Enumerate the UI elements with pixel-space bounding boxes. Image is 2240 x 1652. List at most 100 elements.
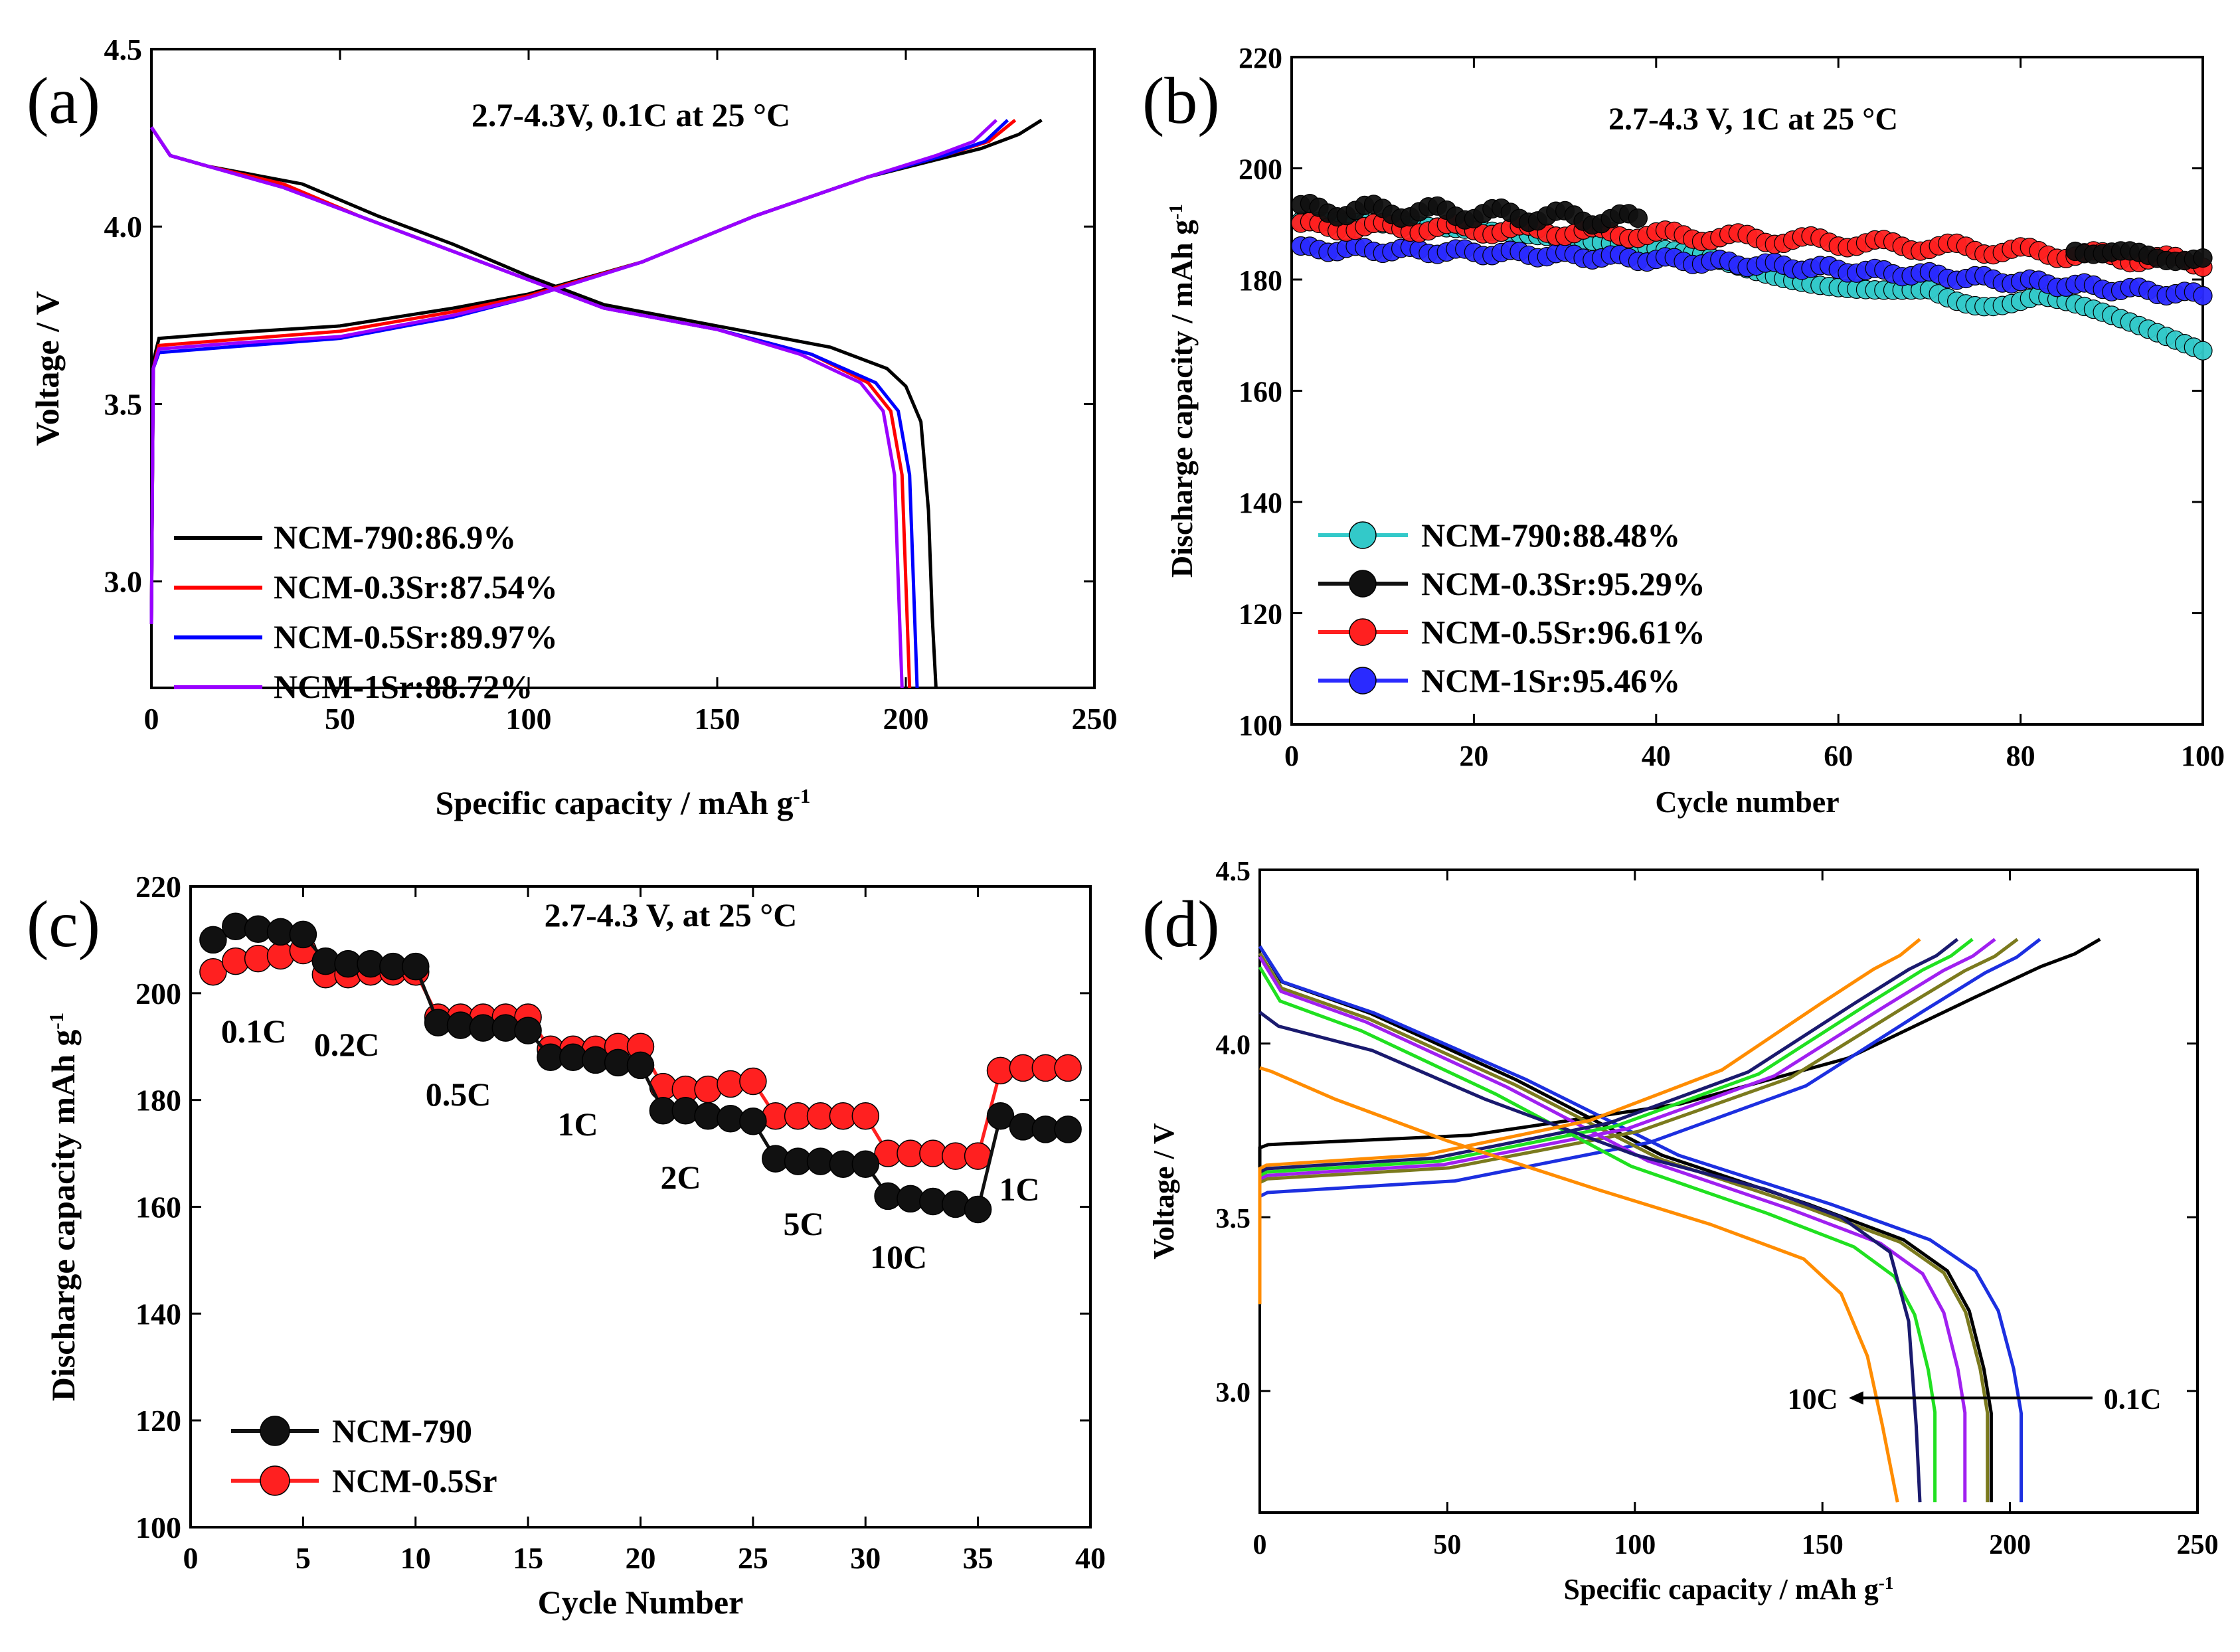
panel-b-y-axis-label: Discharge capacity / mAh g-1: [1165, 204, 1199, 578]
panel-a-x-tick-label: 100: [506, 702, 552, 736]
panel-c-y-axis-label-sup: -1: [44, 1013, 68, 1030]
panel-b-y-tick-label: 120: [1239, 598, 1282, 631]
panel-d-y-tick-label: 4.0: [1216, 1031, 1251, 1061]
panel-c-x-tick-label: 10: [400, 1541, 431, 1575]
panel-a-discharge-curve: [149, 126, 938, 689]
panel-c-data-point: [402, 952, 430, 981]
panel-c-data-point: [739, 1067, 767, 1096]
panel-d-x-tick-label: 50: [1433, 1530, 1461, 1560]
panel-c-data-point: [289, 920, 317, 949]
panel-d-annotation-0-1c: 0.1C: [2104, 1382, 2162, 1415]
panel-d-label: (d): [1142, 887, 1220, 961]
panel-c-y-tick-label: 120: [135, 1404, 181, 1438]
panel-b-legend-label: NCM-1Sr:95.46%: [1421, 662, 1680, 699]
panel-d-y-tick-label: 4.5: [1216, 857, 1251, 887]
panel-b: (b) 0 20 40 60 80 100 100 120 140 160 180 200 220 Cyc…: [1142, 42, 2225, 819]
panel-c-y-tick-label: 160: [135, 1191, 181, 1224]
panel-d-x-tick-label: 200: [1989, 1530, 2031, 1560]
panel-b-chart-title: 2.7-4.3 V, 1C at 25 °C: [1608, 102, 1898, 137]
panel-a-x-tick-label: 150: [695, 702, 740, 736]
panel-b-x-axis-label: Cycle number: [1655, 785, 1839, 819]
panel-d-x-tick-label: 0: [1253, 1530, 1267, 1560]
panel-c-data-point: [199, 926, 227, 954]
panel-b-data-point: [2193, 286, 2213, 306]
panel-c-data-point: [626, 1051, 655, 1080]
panel-b-legend-marker: [1349, 667, 1377, 695]
panel-d-x-axis-label: Specific capacity / mAh g-1: [1564, 1573, 1894, 1606]
panel-c-rate-label: 0.2C: [314, 1026, 380, 1063]
panel-c-data-point: [1054, 1115, 1082, 1143]
panel-a-legend-label: NCM-1Sr:88.72%: [274, 668, 533, 705]
panel-b-legend-label: NCM-0.3Sr:95.29%: [1421, 565, 1705, 602]
panel-d-charge-curve: [1258, 938, 1974, 1305]
panel-c-x-tick-label: 15: [513, 1541, 543, 1575]
panel-b-x-tick-label: 60: [1824, 740, 1853, 772]
panel-d-x-tick-label: 250: [2177, 1530, 2219, 1560]
panel-d-charge-curve: [1258, 938, 1921, 1305]
panel-c-rate-label: 5C: [783, 1205, 823, 1242]
panel-d-discharge-curve: [1259, 1066, 1899, 1503]
panel-b-legend-label: NCM-790:88.48%: [1421, 517, 1680, 554]
panel-d-charge-curve: [1258, 938, 2041, 1305]
panel-d-x-axis-label-sup: -1: [1879, 1573, 1894, 1593]
panel-c-legend-marker: [260, 1465, 290, 1496]
panel-d-charge-curve: [1258, 938, 1959, 1287]
panel-c-rate-label: 1C: [999, 1171, 1039, 1208]
panel-c-chart-title: 2.7-4.3 V, at 25 °C: [545, 896, 798, 934]
panel-a-legend-label: NCM-0.5Sr:89.97%: [274, 618, 558, 655]
panel-a-x-tick-label: 50: [325, 702, 355, 736]
panel-c-rate-label: 2C: [660, 1159, 701, 1196]
panel-c-data-point: [1054, 1054, 1082, 1082]
panel-d-arrow-head: [1848, 1391, 1863, 1405]
panel-c-y-tick-label: 100: [135, 1511, 181, 1544]
panel-c-data-point: [986, 1102, 1015, 1130]
panel-c-x-axis-label: Cycle Number: [538, 1584, 744, 1621]
panel-c-data-point: [964, 1195, 992, 1224]
panel-c-legend-label: NCM-790: [332, 1412, 472, 1449]
panel-b-label: (b): [1142, 64, 1220, 137]
panel-b-data-point: [1628, 208, 1648, 228]
panel-d-x-tick-label: 150: [1802, 1530, 1844, 1560]
panel-c-y-tick-label: 220: [135, 870, 181, 904]
panel-c-x-tick-label: 0: [183, 1541, 199, 1575]
panel-a-discharge-curve: [149, 126, 904, 689]
panel-a-legend-label: NCM-790:86.9%: [274, 519, 516, 556]
panel-c-rate-label: 1C: [557, 1106, 598, 1143]
panel-c-rate-label: 0.5C: [426, 1076, 491, 1113]
panel-c-data-point: [851, 1150, 880, 1178]
panel-c-x-tick-label: 25: [738, 1541, 768, 1575]
panel-b-y-tick-label: 220: [1239, 42, 1282, 74]
panel-d-plot-frame: [1258, 868, 2199, 1514]
panel-d: (d) 0 50 100 150 200 250 3.0 3.5 4.0 4.5 Specific …: [1142, 857, 2219, 1606]
panel-d-charge-curve: [1258, 938, 2101, 1305]
panel-a-y-tick-label: 4.0: [104, 210, 143, 244]
panel-a-plot-frame: [150, 48, 1096, 689]
panel-b-legend-label: NCM-0.5Sr:96.61%: [1421, 614, 1705, 651]
panel-c-x-tick-label: 30: [850, 1541, 881, 1575]
panel-c-data-point: [694, 1075, 722, 1104]
panel-d-charge-curve: [1258, 938, 1996, 1305]
panel-c-data-point: [266, 942, 295, 970]
panel-a-y-axis-label: Voltage / V: [29, 291, 66, 446]
panel-a-label: (a): [27, 64, 100, 137]
panel-c-data-point: [199, 957, 227, 986]
panel-a-y-tick-label: 4.5: [104, 33, 143, 66]
panel-c-legend-marker: [260, 1416, 290, 1446]
panel-c-y-tick-label: 200: [135, 977, 181, 1011]
panel-a-x-axis-label: Specific capacity / mAh g-1: [436, 784, 811, 822]
panel-a-x-axis-label-sup: -1: [794, 784, 811, 807]
panel-c-y-axis-label: Discharge capacity mAh g-1: [44, 1013, 82, 1401]
panel-c-data-point: [851, 1102, 880, 1130]
panel-b-legend-marker: [1349, 570, 1377, 598]
panel-c-x-tick-label: 35: [963, 1541, 993, 1575]
panel-b-data-point: [2193, 341, 2213, 361]
panel-b-y-tick-label: 200: [1239, 153, 1282, 186]
panel-c: (c) 0 5 10 15 20 25 30 35 40 100 120 140 160 180 200 22…: [27, 870, 1106, 1621]
panel-c-data-point: [514, 1017, 542, 1044]
panel-b-legend-marker: [1349, 521, 1377, 549]
panel-c-y-tick-label: 180: [135, 1084, 181, 1117]
panel-b-x-tick-label: 100: [2181, 740, 2225, 772]
panel-d-discharge-curve: [1258, 1011, 1922, 1503]
panel-c-x-tick-label: 20: [626, 1541, 656, 1575]
panel-a-y-tick-label: 3.0: [104, 565, 143, 599]
